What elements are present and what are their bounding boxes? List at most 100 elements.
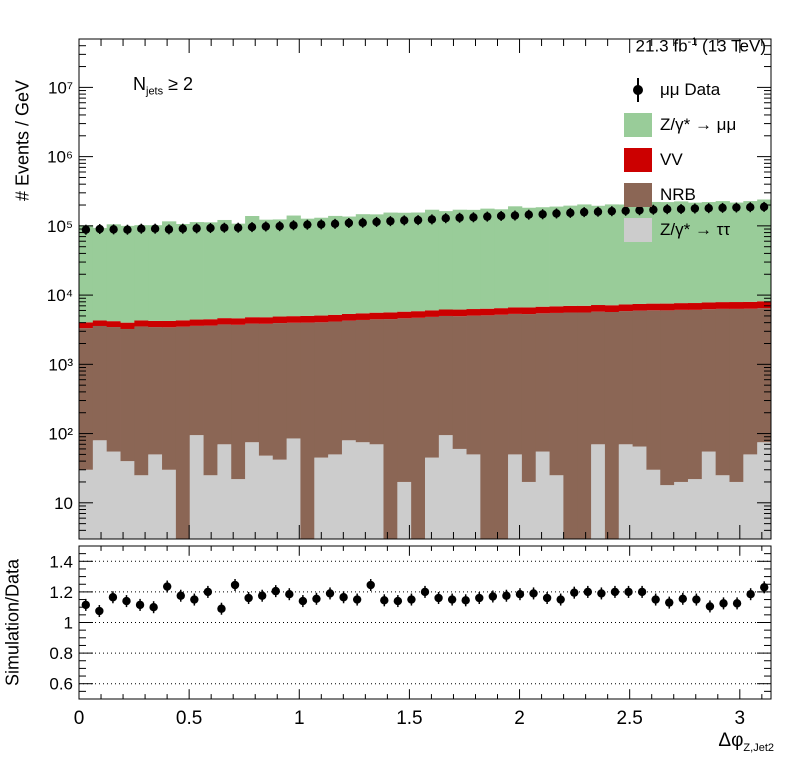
- bar-nrb: [604, 311, 620, 539]
- ratio-point: [149, 603, 158, 612]
- data-point: [275, 221, 284, 231]
- ratio-point: [692, 595, 701, 604]
- ratio-point: [760, 583, 769, 592]
- bar-vv: [162, 320, 177, 328]
- ratio-point: [678, 594, 688, 603]
- bar-nrb: [674, 309, 689, 482]
- top-frame: [78, 38, 772, 540]
- bar-vv: [411, 311, 426, 318]
- bar-zmm: [687, 202, 703, 304]
- ratio-point: [339, 593, 348, 602]
- data-point: [579, 207, 589, 217]
- bar-zmm: [189, 222, 204, 320]
- bar-zmm: [120, 225, 135, 323]
- legend-entry-vv: VV: [624, 142, 794, 177]
- bar-vv: [189, 319, 204, 326]
- data-point: [538, 210, 547, 219]
- bar-ztt: [258, 455, 274, 539]
- bar-nrb: [549, 312, 564, 476]
- bar-vv: [175, 320, 191, 327]
- bar-zmm: [577, 204, 592, 306]
- bar-vv: [300, 315, 315, 323]
- bar-nrb: [286, 322, 301, 439]
- data-point: [649, 205, 658, 214]
- top-pad-frame: [78, 38, 772, 540]
- ratio-point: [176, 591, 185, 600]
- bar-ztt: [217, 444, 232, 539]
- bar-zmm: [245, 216, 260, 318]
- bar-ztt: [106, 451, 121, 539]
- bar-vv: [508, 307, 523, 314]
- ratio-point: [732, 599, 742, 608]
- data-point: [746, 203, 755, 212]
- bar-ztt: [120, 461, 135, 539]
- ratio-point: [624, 587, 633, 597]
- bar-ztt: [646, 469, 661, 539]
- ratio-point: [705, 602, 715, 611]
- bar-zmm: [134, 225, 149, 321]
- bar-ztt: [508, 454, 523, 539]
- ratio-point: [298, 596, 308, 606]
- ratio-point: [81, 600, 90, 610]
- ratio-point: [366, 580, 375, 590]
- bar-nrb: [245, 323, 260, 443]
- data-point: [718, 203, 727, 213]
- data-point: [496, 211, 506, 221]
- bar-nrb: [466, 315, 481, 455]
- legend-marker-icon: [624, 77, 652, 102]
- data-point: [427, 215, 437, 224]
- ratio-point: [257, 591, 267, 600]
- bar-zmm: [701, 202, 717, 303]
- bar-nrb: [438, 315, 454, 436]
- ratio-point: [190, 595, 199, 604]
- data-point: [413, 215, 423, 225]
- bar-ztt: [272, 459, 287, 539]
- bar-nrb: [701, 309, 717, 452]
- ratio-point: [271, 586, 280, 596]
- ratio-point: [597, 589, 606, 598]
- bar-vv: [757, 301, 772, 309]
- bar-zmm: [425, 209, 440, 311]
- data-point: [469, 213, 478, 222]
- legend-swatch-vv: [624, 147, 652, 172]
- bar-nrb: [355, 319, 371, 443]
- ratio-point: [502, 591, 511, 600]
- bar-ztt: [743, 454, 758, 539]
- bar-nrb: [743, 308, 758, 455]
- top-y-axis: 10 10² 10³ 10⁴ 10⁵ 10⁶ 10⁷: [47, 38, 771, 540]
- bar-zmm: [148, 225, 163, 321]
- ratio-point: [244, 593, 253, 603]
- ratio-point: [719, 599, 728, 608]
- ratio-point: [651, 595, 660, 604]
- bar-zmm: [411, 212, 426, 312]
- ratio-point: [393, 596, 403, 606]
- bar-nrb: [563, 312, 578, 539]
- bar-nrb: [521, 314, 537, 482]
- bar-nrb: [134, 326, 149, 476]
- bar-zmm: [203, 222, 218, 320]
- bar-vv: [632, 303, 647, 311]
- ratio-point: [447, 595, 457, 604]
- bar-nrb: [411, 317, 426, 539]
- bar-vv: [355, 313, 371, 320]
- bar-ztt: [618, 444, 633, 539]
- bar-nrb: [272, 323, 287, 460]
- bar-zmm: [272, 219, 287, 317]
- bar-ztt: [355, 442, 371, 539]
- bar-ztt: [425, 457, 440, 539]
- y-tick-label: 10²: [48, 425, 73, 444]
- bar-vv: [701, 302, 717, 310]
- bar-vv: [535, 306, 550, 314]
- x-tick-label: 0.5: [176, 708, 202, 729]
- bar-zmm: [535, 207, 550, 307]
- bar-vv: [245, 317, 260, 324]
- bar-zmm: [591, 205, 606, 306]
- bar-ztt: [687, 479, 703, 539]
- data-point: [552, 209, 561, 218]
- x-tick-label: 2.5: [616, 708, 642, 729]
- ratio-point: [556, 595, 565, 604]
- bar-vv: [466, 309, 481, 316]
- bar-zmm: [162, 221, 177, 321]
- bar-zmm: [466, 209, 481, 310]
